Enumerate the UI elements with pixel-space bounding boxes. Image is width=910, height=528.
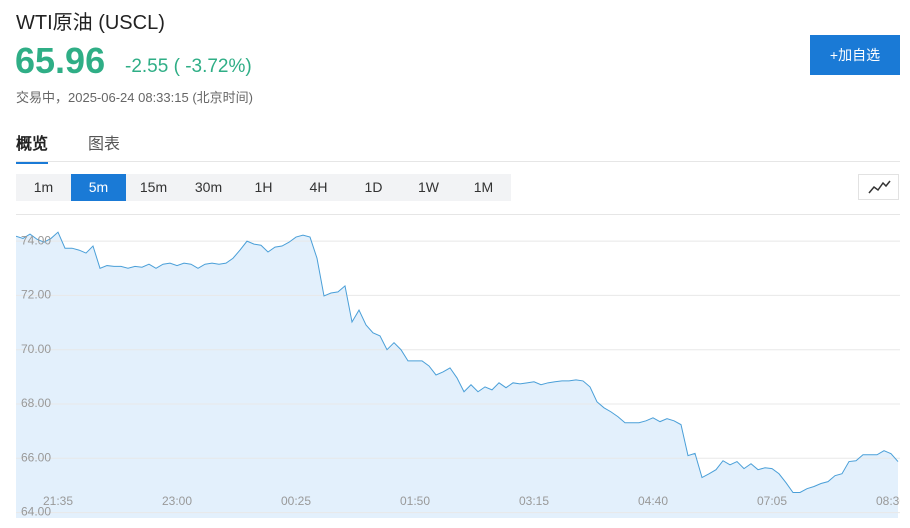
x-tick-label: 00:25 <box>281 494 311 508</box>
y-tick-label: 74.00 <box>21 233 51 247</box>
interval-button[interactable]: 1D <box>364 179 383 195</box>
price-line <box>16 231 899 493</box>
icon-path <box>868 180 891 194</box>
x-tick-label: 04:40 <box>638 494 668 508</box>
interval-button[interactable]: 1H <box>254 179 273 195</box>
divider <box>16 161 900 162</box>
interval-button[interactable]: 15m <box>139 179 168 195</box>
trading-status: 交易中，2025-06-24 08:33:15 (北京时间) <box>16 90 253 105</box>
x-tick-label: 03:15 <box>519 494 549 508</box>
x-tick-label: 23:00 <box>162 494 192 508</box>
area-fill <box>16 232 898 518</box>
interval-button[interactable]: 1M <box>473 179 494 195</box>
line-chart-icon <box>868 180 891 194</box>
price: 65.96 <box>15 40 106 81</box>
tab[interactable]: 概览 <box>16 130 49 164</box>
interval-button[interactable]: 1m <box>33 179 54 195</box>
interval-button[interactable]: 30m <box>194 179 223 195</box>
instrument-title: WTI原油 (USCL) <box>16 12 165 34</box>
interval-bar: 1m 5m 15m 30m 1H 4H 1D 1W 1M <box>16 174 511 201</box>
price-chart: 64.00 66.00 68.00 70.00 72.00 74.00 21:35 23:00… <box>16 214 900 518</box>
chart-type-button[interactable] <box>858 174 899 200</box>
x-tick-label: 01:50 <box>400 494 430 508</box>
price-change: -2.55 ( -3.72%) <box>125 56 252 77</box>
x-tick-label: 07:05 <box>757 494 787 508</box>
y-tick-label: 64.00 <box>21 505 51 518</box>
interval-button[interactable]: 5m <box>71 174 126 201</box>
add-watchlist-button[interactable]: +加自选 <box>810 35 900 75</box>
interval-button[interactable]: 1W <box>418 179 439 195</box>
tab[interactable]: 图表 <box>88 136 121 153</box>
interval-button[interactable]: 4H <box>309 179 328 195</box>
y-tick-label: 72.00 <box>21 288 51 302</box>
y-tick-label: 68.00 <box>21 396 51 410</box>
y-tick-label: 70.00 <box>21 342 51 356</box>
x-tick-label: 21:35 <box>43 494 73 508</box>
y-tick-label: 66.00 <box>21 450 51 464</box>
x-tick-label: 08:30 <box>876 494 900 508</box>
